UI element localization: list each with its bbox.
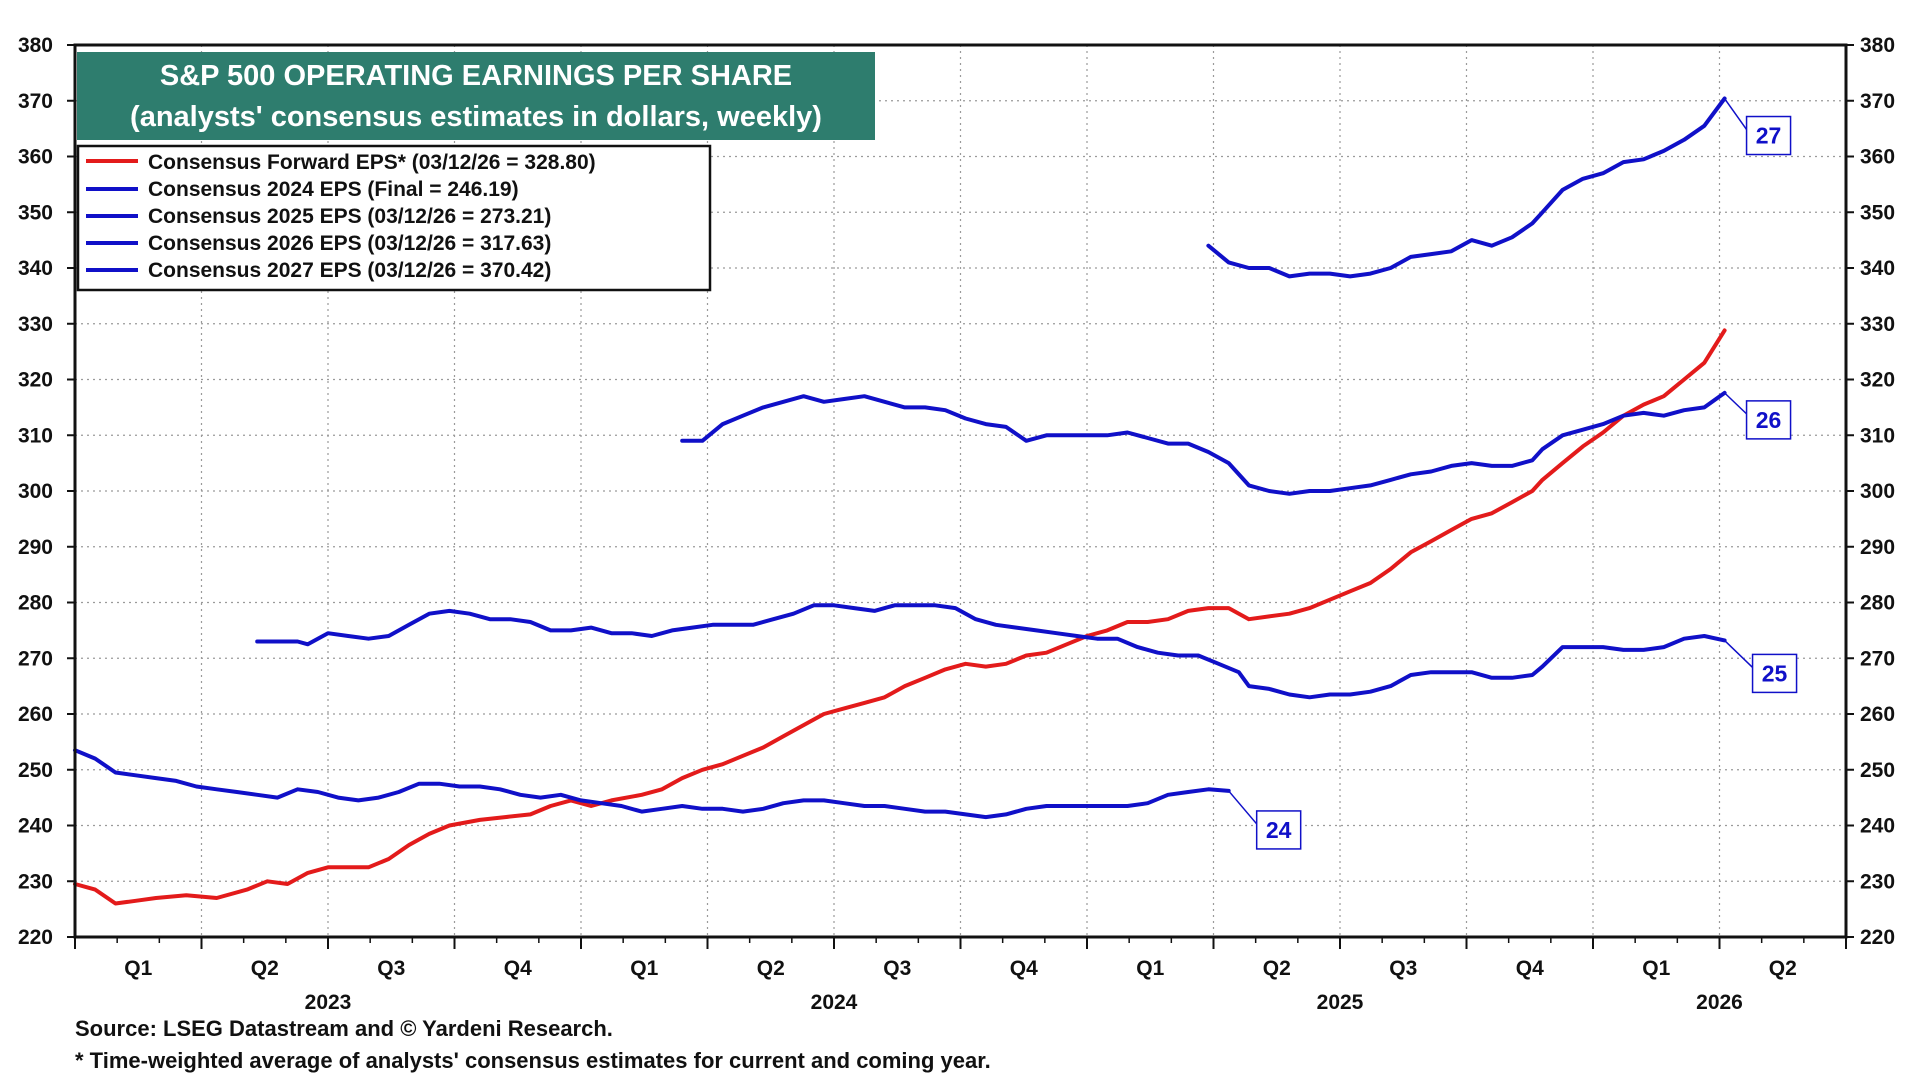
- series-end-label: 25: [1762, 660, 1788, 686]
- legend-entry: Consensus 2027 EPS (03/12/26 = 370.42): [86, 259, 551, 282]
- series-label-leader: [1724, 392, 1748, 415]
- x-quarter-label: Q2: [1263, 957, 1291, 980]
- plot-frame: [73, 43, 1848, 939]
- chart-subtitle: (analysts' consensus estimates in dollar…: [130, 101, 822, 133]
- source-note: Source: LSEG Datastream and © Yardeni Re…: [75, 1016, 613, 1041]
- y-tick-label-right: 380: [1860, 34, 1895, 57]
- x-year-label: 2025: [1317, 991, 1364, 1014]
- y-tick-label-right: 240: [1860, 815, 1895, 838]
- title-background: [77, 52, 875, 140]
- series-label-box: [1751, 653, 1798, 694]
- x-quarter-label: Q3: [377, 957, 405, 980]
- legend: Consensus Forward EPS* (03/12/26 = 328.8…: [76, 144, 712, 292]
- x-quarter-label: Q1: [124, 957, 152, 980]
- legend-box: [76, 144, 712, 292]
- y-tick-label-left: 370: [18, 90, 53, 113]
- legend-label: Consensus 2025 EPS (03/12/26 = 273.21): [148, 205, 551, 228]
- series-label-box: [1745, 400, 1792, 440]
- x-quarter-label: Q1: [1642, 957, 1670, 980]
- y-tick-label-right: 290: [1860, 536, 1895, 559]
- y-tick-label-right: 350: [1860, 201, 1895, 224]
- x-quarter-label: Q2: [1769, 957, 1797, 980]
- y-tick-label-right: 360: [1860, 146, 1895, 169]
- series-layer: [73, 96, 1727, 906]
- y-tick-label-left: 220: [18, 926, 53, 949]
- y-tick-label-left: 250: [18, 759, 53, 782]
- x-quarter-label: Q4: [504, 957, 532, 980]
- series-label-box: [1255, 810, 1302, 850]
- legend-entry: Consensus 2025 EPS (03/12/26 = 273.21): [86, 205, 551, 228]
- y-tick-label-left: 330: [18, 313, 53, 336]
- y-tick-label-right: 280: [1860, 592, 1895, 615]
- legend-entry: Consensus 2026 EPS (03/12/26 = 317.63): [86, 232, 551, 255]
- x-year-label: 2023: [305, 991, 352, 1014]
- y-tick-label-right: 260: [1860, 703, 1895, 726]
- y-tick-label-left: 320: [18, 369, 53, 392]
- x-quarter-label: Q2: [757, 957, 785, 980]
- y-tick-label-left: 350: [18, 201, 53, 224]
- y-tick-label-left: 310: [18, 424, 53, 447]
- series-label-layer: 27 26 25 24: [1228, 98, 1798, 850]
- y-tick-label-left: 380: [18, 34, 53, 57]
- series-line-1: [73, 748, 1231, 820]
- x-quarter-label: Q3: [1389, 957, 1417, 980]
- y-tick-label-left: 230: [18, 870, 53, 893]
- series-line-2: [255, 603, 1727, 700]
- series-end-label: 26: [1756, 407, 1782, 433]
- legend-label: Consensus 2027 EPS (03/12/26 = 370.42): [148, 259, 551, 282]
- y-tick-label-right: 330: [1860, 313, 1895, 336]
- y-tick-label-left: 270: [18, 647, 53, 670]
- series-end-label: 24: [1266, 817, 1292, 843]
- legend-entry: Consensus 2024 EPS (Final = 246.19): [86, 178, 519, 201]
- series-line-4: [1206, 96, 1727, 279]
- x-year-label: 2024: [811, 991, 858, 1014]
- y-tick-label-right: 340: [1860, 257, 1895, 280]
- y-tick-label-left: 300: [18, 480, 53, 503]
- y-tick-label-left: 340: [18, 257, 53, 280]
- x-quarter-label: Q2: [251, 957, 279, 980]
- y-tick-label-right: 370: [1860, 90, 1895, 113]
- y-tick-label-right: 230: [1860, 870, 1895, 893]
- y-tick-label-right: 270: [1860, 647, 1895, 670]
- y-tick-label-right: 220: [1860, 926, 1895, 949]
- y-tick-label-right: 300: [1860, 480, 1895, 503]
- legend-label: Consensus 2026 EPS (03/12/26 = 317.63): [148, 232, 551, 255]
- legend-label: Consensus Forward EPS* (03/12/26 = 328.8…: [148, 151, 596, 174]
- x-quarter-label: Q3: [883, 957, 911, 980]
- series-label-leader: [1723, 98, 1748, 130]
- x-quarter-label: Q4: [1010, 957, 1038, 980]
- series-line-0: [73, 328, 1727, 906]
- series-label-box: [1745, 115, 1792, 156]
- legend-entry: Consensus Forward EPS* (03/12/26 = 328.8…: [86, 151, 596, 174]
- chart-title: S&P 500 OPERATING EARNINGS PER SHARE: [160, 60, 792, 92]
- series-label-leader: [1724, 639, 1754, 668]
- y-tick-label-right: 250: [1860, 759, 1895, 782]
- footnote: * Time-weighted average of analysts' con…: [75, 1048, 991, 1073]
- y-tick-label-left: 280: [18, 592, 53, 615]
- y-tick-label-right: 320: [1860, 369, 1895, 392]
- y-tick-label-left: 260: [18, 703, 53, 726]
- y-tick-label-left: 360: [18, 146, 53, 169]
- series-line-3: [680, 390, 1727, 496]
- y-tick-label-right: 310: [1860, 424, 1895, 447]
- x-quarter-label: Q1: [630, 957, 658, 980]
- legend-label: Consensus 2024 EPS (Final = 246.19): [148, 178, 519, 201]
- y-tick-label-left: 240: [18, 815, 53, 838]
- series-end-label: 27: [1756, 123, 1782, 149]
- y-tick-label-left: 290: [18, 536, 53, 559]
- x-quarter-label: Q4: [1516, 957, 1544, 980]
- x-quarter-label: Q1: [1136, 957, 1164, 980]
- x-year-label: 2026: [1696, 991, 1743, 1014]
- axis-layer: 220 220 230 230 240 240 250 250 260 260 270 270 280 2…: [18, 34, 1895, 1014]
- chart-title-box: S&P 500 OPERATING EARNINGS PER SHARE (an…: [77, 52, 875, 140]
- series-label-leader: [1228, 790, 1258, 825]
